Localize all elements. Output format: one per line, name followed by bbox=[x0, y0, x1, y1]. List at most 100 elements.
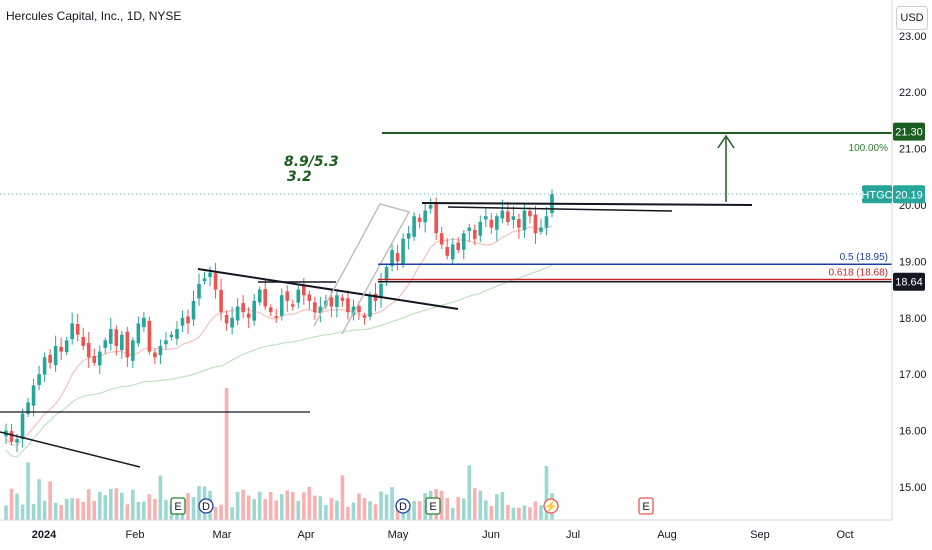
x-tick-label: Mar bbox=[213, 529, 232, 541]
price-tag-label: 21.30 bbox=[895, 127, 923, 139]
fib-levels[interactable]: 100.00% 0.5 (18.95) 0.618 (18.68) bbox=[378, 143, 892, 283]
candle-body bbox=[544, 216, 549, 228]
volume-bar bbox=[274, 500, 279, 520]
volume-bar bbox=[290, 492, 295, 520]
event-markers[interactable]: E D D E ⚡ E bbox=[170, 497, 654, 515]
volume-bar bbox=[412, 500, 416, 520]
volume-bar bbox=[484, 500, 488, 520]
volume-bar bbox=[329, 498, 334, 520]
volume-bar bbox=[48, 481, 52, 520]
volume-bar bbox=[136, 501, 141, 520]
volume-bar bbox=[450, 507, 455, 520]
x-tick-label: Jun bbox=[482, 529, 500, 541]
candle-body bbox=[412, 216, 416, 237]
volume-bar bbox=[114, 488, 119, 520]
volume-bar bbox=[158, 475, 163, 520]
candle-body bbox=[329, 297, 334, 307]
candle-body bbox=[379, 283, 383, 298]
candle-body bbox=[75, 323, 80, 335]
candle-body bbox=[257, 289, 262, 303]
candle-body bbox=[307, 294, 312, 301]
volume-bar bbox=[495, 494, 499, 520]
y-tick-label: 16.00 bbox=[899, 426, 927, 438]
volume-bar bbox=[213, 506, 218, 520]
candle-body bbox=[506, 211, 510, 222]
volume-bar bbox=[373, 504, 378, 520]
candle-body bbox=[528, 210, 532, 217]
volume-bar bbox=[384, 494, 389, 520]
trendline-drawings[interactable] bbox=[0, 132, 892, 468]
x-tick-label: Jul bbox=[566, 529, 580, 541]
volume-bar bbox=[439, 490, 444, 520]
volume-bar bbox=[103, 495, 108, 520]
x-tick-label: Oct bbox=[836, 529, 853, 541]
candle-body bbox=[213, 273, 218, 290]
price-tag-box bbox=[893, 272, 925, 291]
axes: 15.0016.0017.0018.0019.0020.0021.0022.00… bbox=[0, 0, 927, 541]
event-marker-dividend bbox=[198, 498, 214, 514]
candle-body bbox=[296, 289, 301, 303]
downtrend-line-left bbox=[0, 431, 141, 468]
candle-body bbox=[318, 306, 323, 314]
level-label: 100.00% bbox=[849, 143, 889, 154]
volume-bar bbox=[125, 504, 130, 520]
currency-button[interactable]: USD bbox=[896, 6, 928, 30]
volume-bar bbox=[528, 507, 532, 520]
candle-body bbox=[241, 303, 245, 313]
candle-body bbox=[48, 354, 52, 363]
volume-bar bbox=[307, 486, 312, 520]
volume-bar bbox=[64, 498, 69, 520]
volume-bar bbox=[219, 504, 223, 520]
volume-bar bbox=[362, 497, 367, 520]
symbol-tag-label: HTGC bbox=[861, 189, 892, 201]
event-marker-label: E bbox=[429, 501, 436, 513]
candle-body bbox=[142, 317, 146, 328]
y-tick-label: 19.00 bbox=[899, 256, 927, 268]
candle-body bbox=[495, 216, 499, 230]
volume-bar bbox=[302, 492, 306, 520]
candle-body bbox=[114, 329, 119, 346]
candle-body bbox=[384, 267, 389, 281]
candle-body bbox=[263, 289, 268, 307]
candle-body bbox=[197, 283, 201, 299]
price-tag-label: 18.64 bbox=[895, 277, 923, 289]
volume-bar bbox=[81, 502, 86, 520]
candle-body bbox=[230, 317, 234, 328]
volume-bar bbox=[379, 491, 383, 520]
candle-body bbox=[351, 306, 356, 316]
volume-bar bbox=[257, 491, 262, 520]
volume-bar bbox=[53, 502, 58, 520]
candle-body bbox=[246, 313, 251, 318]
candle-body bbox=[169, 334, 174, 338]
candle-body bbox=[108, 329, 113, 344]
event-marker-label: D bbox=[399, 501, 407, 513]
candle-body bbox=[489, 219, 494, 228]
event-marker-dividend bbox=[543, 498, 559, 514]
candle-body bbox=[186, 316, 190, 324]
volume-bar bbox=[9, 488, 14, 520]
volume-bar bbox=[241, 489, 245, 520]
symbol-tag-box bbox=[862, 185, 892, 204]
x-tick-label: Aug bbox=[657, 529, 677, 541]
candle-body bbox=[439, 233, 444, 245]
annotation-ratio: 8.9/5.3 bbox=[284, 154, 339, 170]
volume-bar bbox=[97, 491, 102, 520]
candle-body bbox=[500, 210, 505, 219]
level-label: 0.618 (18.68) bbox=[829, 267, 889, 278]
volume-bar bbox=[461, 498, 466, 520]
symbol-title: Hercules Capital, Inc., 1D, NYSE bbox=[6, 9, 182, 23]
candle-body bbox=[191, 300, 196, 320]
candle-body bbox=[467, 227, 472, 231]
price-tag-label: 20.19 bbox=[895, 189, 923, 201]
volume-bar bbox=[445, 498, 450, 520]
volume-bar bbox=[324, 504, 328, 520]
candle-body bbox=[445, 247, 450, 256]
event-marker-label: E bbox=[642, 501, 649, 513]
volume-bar bbox=[500, 492, 505, 520]
candle-body bbox=[175, 329, 179, 339]
volume-bar bbox=[279, 494, 284, 520]
volume-bar bbox=[533, 501, 538, 520]
x-tick-label: Apr bbox=[297, 529, 314, 541]
candle-body bbox=[362, 315, 367, 318]
